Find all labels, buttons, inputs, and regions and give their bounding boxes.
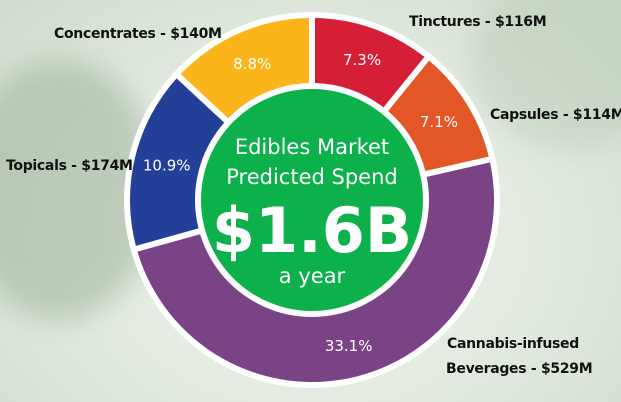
center-value: $1.6B — [212, 194, 412, 267]
slice-cannabis-infused-beverages — [137, 162, 495, 382]
slice-percent-label: 7.1% — [420, 113, 458, 131]
slice-percent-label: 8.8% — [233, 55, 271, 73]
center-subtitle: a year — [279, 264, 346, 288]
slice-percent-label: 7.3% — [343, 51, 381, 69]
label-capsules: Capsules - $114M — [490, 107, 621, 123]
slice-concentrates — [180, 18, 310, 119]
slice-topicals — [129, 78, 225, 246]
slice-capsules — [388, 60, 489, 172]
label-tinctures: Tinctures - $116M — [409, 14, 547, 30]
slice-percent-label: 33.1% — [325, 337, 373, 355]
center-circle — [201, 89, 423, 311]
label-concentrates: Concentrates - $140M — [54, 26, 222, 42]
center-title-line2: Predicted Spend — [226, 165, 397, 189]
slice-tinctures — [314, 18, 425, 108]
label-beverages-1: Cannabis-infused — [447, 336, 579, 352]
label-beverages-2: Beverages - $529M — [446, 361, 593, 377]
label-topicals: Topicals - $174M — [6, 158, 133, 174]
slice-percent-label: 10.9% — [143, 157, 191, 175]
center-title-line1: Edibles Market — [235, 135, 389, 159]
